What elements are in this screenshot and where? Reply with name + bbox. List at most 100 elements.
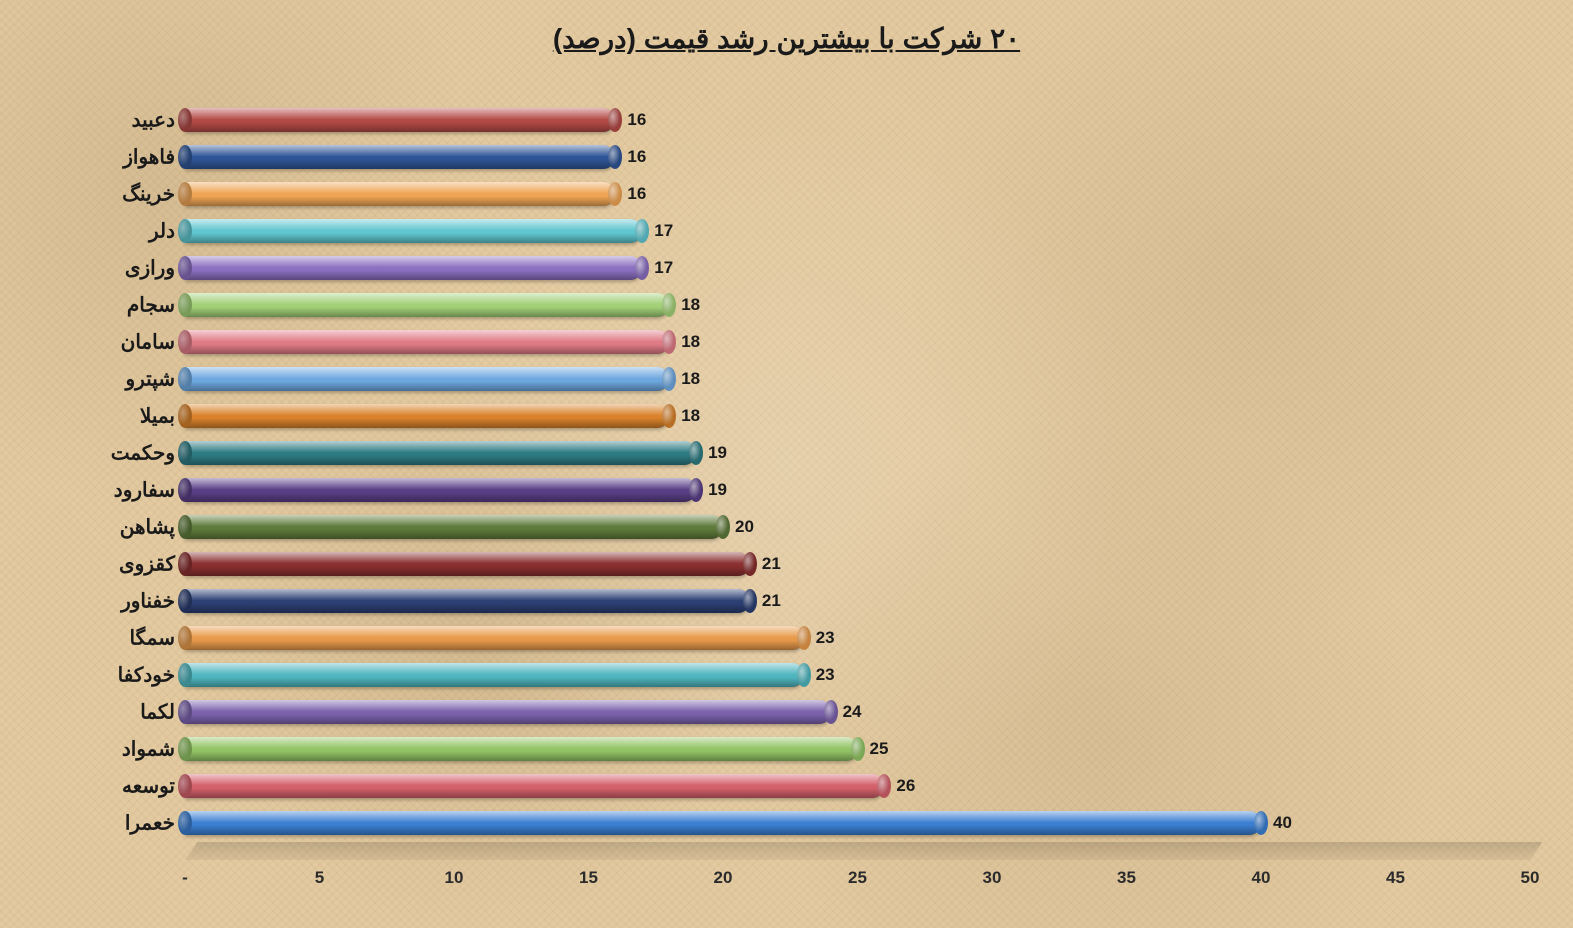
bar-value: 24: [843, 702, 862, 722]
bar-cap: [716, 515, 730, 539]
bar-value: 19: [708, 443, 727, 463]
bar-value: 18: [681, 406, 700, 426]
bar: [185, 700, 831, 724]
y-axis-label: سجام: [127, 293, 185, 318]
y-axis-label: کقزوی: [119, 552, 185, 577]
x-axis-tick: 40: [1252, 868, 1271, 888]
bar-value: 26: [896, 776, 915, 796]
bar-cap: [743, 552, 757, 576]
y-axis-label: دلر: [149, 219, 185, 244]
bar: [185, 145, 615, 169]
bar-value: 18: [681, 332, 700, 352]
bar-value: 18: [681, 295, 700, 315]
bar-row: 18سامان: [185, 330, 1530, 354]
y-axis-label: سمگا: [130, 626, 185, 651]
bar: [185, 441, 696, 465]
bar-cap: [608, 108, 622, 132]
x-axis-tick: 50: [1521, 868, 1540, 888]
y-axis-label: سفارود: [114, 478, 185, 503]
bar-value: 16: [627, 110, 646, 130]
bar-cap: [851, 737, 865, 761]
bar-cap: [743, 589, 757, 613]
y-axis-label: شپترو: [125, 367, 185, 392]
bar: [185, 663, 804, 687]
bar-row: 17دلر: [185, 219, 1530, 243]
bar-row: 21کقزوی: [185, 552, 1530, 576]
bar-row: 40خعمرا: [185, 811, 1530, 835]
x-axis-tick: 35: [1117, 868, 1136, 888]
bar-row: 21خفناور: [185, 589, 1530, 613]
bar-row: 16خرینگ: [185, 182, 1530, 206]
bar-value: 25: [870, 739, 889, 759]
y-axis-label: دعبید: [132, 108, 185, 133]
y-axis-label: بمیلا: [140, 404, 185, 429]
bar: [185, 367, 669, 391]
x-axis-tick: 20: [714, 868, 733, 888]
bar-value: 19: [708, 480, 727, 500]
bar-value: 17: [654, 221, 673, 241]
bar-cap: [608, 182, 622, 206]
y-axis-label: سامان: [121, 330, 185, 355]
x-axis-tick: 45: [1386, 868, 1405, 888]
bar-row: 16دعبید: [185, 108, 1530, 132]
bar-row: 24لکما: [185, 700, 1530, 724]
bar: [185, 330, 669, 354]
bar: [185, 256, 642, 280]
bar-cap: [608, 145, 622, 169]
bar-value: 16: [627, 184, 646, 204]
y-axis-label: توسعه: [122, 774, 185, 799]
y-axis-label: خفناور: [121, 589, 185, 614]
bar-row: 23خودکفا: [185, 663, 1530, 687]
bar: [185, 182, 615, 206]
bar: [185, 108, 615, 132]
y-axis-label: پشاهن: [120, 515, 185, 540]
bar: [185, 589, 750, 613]
bar-cap: [635, 256, 649, 280]
bar: [185, 293, 669, 317]
chart-floor: [185, 842, 1543, 860]
y-axis-label: لکما: [140, 700, 185, 725]
x-axis-tick: -: [182, 868, 188, 888]
y-axis-label: شمواد: [122, 737, 185, 762]
bar-row: 23سمگا: [185, 626, 1530, 650]
bar-row: 20پشاهن: [185, 515, 1530, 539]
bar: [185, 478, 696, 502]
bar-cap: [797, 663, 811, 687]
bar-cap: [662, 404, 676, 428]
bar-row: 25شمواد: [185, 737, 1530, 761]
bar-cap: [635, 219, 649, 243]
bar: [185, 404, 669, 428]
bar: [185, 219, 642, 243]
bar-cap: [662, 330, 676, 354]
bar-row: 17ورازی: [185, 256, 1530, 280]
bar-value: 17: [654, 258, 673, 278]
y-axis-label: خرینگ: [122, 182, 185, 207]
bar-cap: [689, 441, 703, 465]
bar-cap: [662, 367, 676, 391]
bar-cap: [662, 293, 676, 317]
bar-value: 18: [681, 369, 700, 389]
bar-cap: [824, 700, 838, 724]
y-axis-label: وحکمت: [111, 441, 185, 466]
chart-title: ۲۰ شرکت با بیشترین رشد قیمت (درصد): [0, 22, 1573, 55]
bar-row: 26توسعه: [185, 774, 1530, 798]
chart-container: ۲۰ شرکت با بیشترین رشد قیمت (درصد) 16دعب…: [0, 0, 1573, 928]
bar: [185, 552, 750, 576]
bar-value: 16: [627, 147, 646, 167]
bar-value: 21: [762, 591, 781, 611]
x-axis-tick: 10: [445, 868, 464, 888]
bar-value: 21: [762, 554, 781, 574]
x-axis: -5101520253035404550: [185, 868, 1530, 892]
bar-cap: [877, 774, 891, 798]
bar: [185, 515, 723, 539]
x-axis-tick: 5: [315, 868, 324, 888]
bar-row: 19وحکمت: [185, 441, 1530, 465]
x-axis-tick: 30: [983, 868, 1002, 888]
plot-area: 16دعبید16فاهواز16خرینگ17دلر17ورازی18سجام…: [185, 90, 1530, 860]
bar-row: 18سجام: [185, 293, 1530, 317]
y-axis-label: فاهواز: [123, 145, 185, 170]
bar: [185, 626, 804, 650]
bar-value: 23: [816, 628, 835, 648]
bar: [185, 737, 858, 761]
bar-cap: [689, 478, 703, 502]
